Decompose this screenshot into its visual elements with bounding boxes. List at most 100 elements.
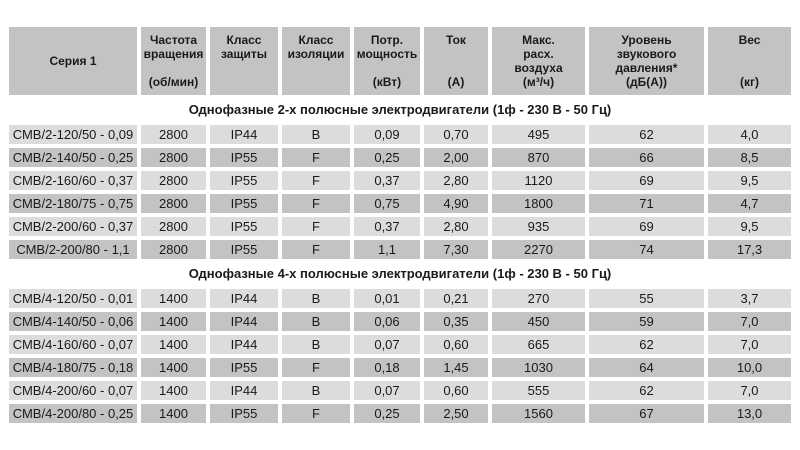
value-cell: 2800: [141, 124, 206, 144]
table-row: СМВ/4-180/75 - 0,18 1400 IP55 F 0,18 1,45 1030…: [9, 357, 791, 377]
value-cell: 495: [492, 124, 585, 144]
model-name-cell: СМВ/2-160/60 - 0,37: [9, 170, 137, 190]
value-cell: 0,18: [354, 357, 420, 377]
value-cell: 0,37: [354, 216, 420, 236]
value-cell: 4,90: [424, 193, 488, 213]
table-body: Однофазные 2-х полюсные электродвигатели…: [9, 98, 791, 423]
value-cell: 665: [492, 334, 585, 354]
value-cell: F: [282, 193, 350, 213]
value-cell: 0,07: [354, 380, 420, 400]
value-cell: F: [282, 147, 350, 167]
column-header-series: Серия 1: [9, 27, 137, 95]
value-cell: 1,45: [424, 357, 488, 377]
value-cell: 10,0: [708, 357, 791, 377]
table-row: СМВ/2-160/60 - 0,37 2800 IP55 F 0,37 2,80 1120…: [9, 170, 791, 190]
header-cell-content: Класс защиты: [210, 27, 278, 95]
value-cell: 64: [589, 357, 704, 377]
column-title: Класс защиты: [220, 33, 268, 62]
table-row: СМВ/2-200/80 - 1,1 2800 IP55 F 1,1 7,30 2270 74…: [9, 239, 791, 259]
column-header-protection-class: Класс защиты: [210, 27, 278, 95]
value-cell: F: [282, 216, 350, 236]
value-cell: IP44: [210, 380, 278, 400]
value-cell: 555: [492, 380, 585, 400]
value-cell: 74: [589, 239, 704, 259]
column-unit: (кВт): [372, 75, 402, 90]
value-cell: 1030: [492, 357, 585, 377]
value-cell: 1400: [141, 380, 206, 400]
column-title: Потр. мощность: [356, 33, 418, 62]
value-cell: F: [282, 403, 350, 423]
header-cell-content: Уровень звукового давления* (дБ(А)): [589, 27, 704, 95]
value-cell: 0,25: [354, 147, 420, 167]
table-row: СМВ/2-120/50 - 0,09 2800 IP44 B 0,09 0,70 495 6…: [9, 124, 791, 144]
column-header-max-airflow: Макс. расх. воздуха (м³/ч): [492, 27, 585, 95]
value-cell: 1400: [141, 357, 206, 377]
value-cell: 3,7: [708, 288, 791, 308]
model-name-cell: СМВ/4-200/60 - 0,07: [9, 380, 137, 400]
value-cell: IP55: [210, 403, 278, 423]
table-header: Серия 1 Частота вращения (об/мин) Класс …: [9, 27, 791, 95]
value-cell: 69: [589, 170, 704, 190]
value-cell: 270: [492, 288, 585, 308]
value-cell: 0,37: [354, 170, 420, 190]
model-name-cell: СМВ/2-120/50 - 0,09: [9, 124, 137, 144]
column-unit: (кг): [740, 75, 759, 90]
value-cell: 1120: [492, 170, 585, 190]
value-cell: 8,5: [708, 147, 791, 167]
value-cell: 7,0: [708, 380, 791, 400]
model-name-cell: СМВ/2-200/60 - 0,37: [9, 216, 137, 236]
column-title: Серия 1: [49, 54, 97, 69]
table-row: СМВ/2-140/50 - 0,25 2800 IP55 F 0,25 2,00 870 6…: [9, 147, 791, 167]
value-cell: IP55: [210, 216, 278, 236]
header-cell-content: Потр. мощность (кВт): [354, 27, 420, 95]
value-cell: 0,70: [424, 124, 488, 144]
value-cell: 2,80: [424, 216, 488, 236]
value-cell: 0,21: [424, 288, 488, 308]
value-cell: IP44: [210, 311, 278, 331]
header-row: Серия 1 Частота вращения (об/мин) Класс …: [9, 27, 791, 95]
model-name-cell: СМВ/2-180/75 - 0,75: [9, 193, 137, 213]
value-cell: IP44: [210, 124, 278, 144]
column-header-sound-pressure-level: Уровень звукового давления* (дБ(А)): [589, 27, 704, 95]
section-header-row: Однофазные 2-х полюсные электродвигатели…: [9, 98, 791, 121]
value-cell: 7,30: [424, 239, 488, 259]
value-cell: 55: [589, 288, 704, 308]
value-cell: B: [282, 288, 350, 308]
column-title: Частота вращения: [143, 33, 204, 62]
value-cell: 67: [589, 403, 704, 423]
value-cell: 2800: [141, 147, 206, 167]
value-cell: 1800: [492, 193, 585, 213]
value-cell: 13,0: [708, 403, 791, 423]
value-cell: 66: [589, 147, 704, 167]
column-unit: (об/мин): [148, 75, 199, 90]
value-cell: 2,00: [424, 147, 488, 167]
value-cell: B: [282, 124, 350, 144]
value-cell: B: [282, 380, 350, 400]
value-cell: 0,09: [354, 124, 420, 144]
value-cell: 1400: [141, 288, 206, 308]
header-cell-content: Частота вращения (об/мин): [141, 27, 206, 95]
value-cell: 0,75: [354, 193, 420, 213]
model-name-cell: СМВ/4-160/60 - 0,07: [9, 334, 137, 354]
column-header-rotation-speed: Частота вращения (об/мин): [141, 27, 206, 95]
column-title: Уровень звукового давления*: [615, 33, 678, 76]
value-cell: F: [282, 170, 350, 190]
column-header-power: Потр. мощность (кВт): [354, 27, 420, 95]
value-cell: 0,07: [354, 334, 420, 354]
value-cell: 7,0: [708, 334, 791, 354]
value-cell: 9,5: [708, 170, 791, 190]
value-cell: B: [282, 311, 350, 331]
column-title: Вес: [738, 33, 761, 47]
table-row: СМВ/4-160/60 - 0,07 1400 IP44 B 0,07 0,60 665 6…: [9, 334, 791, 354]
value-cell: F: [282, 357, 350, 377]
value-cell: 4,0: [708, 124, 791, 144]
model-name-cell: СМВ/4-200/80 - 0,25: [9, 403, 137, 423]
value-cell: 450: [492, 311, 585, 331]
value-cell: 870: [492, 147, 585, 167]
value-cell: 0,06: [354, 311, 420, 331]
value-cell: 0,35: [424, 311, 488, 331]
column-header-weight: Вес (кг): [708, 27, 791, 95]
value-cell: 0,01: [354, 288, 420, 308]
table-row: СМВ/2-180/75 - 0,75 2800 IP55 F 0,75 4,90 1800…: [9, 193, 791, 213]
